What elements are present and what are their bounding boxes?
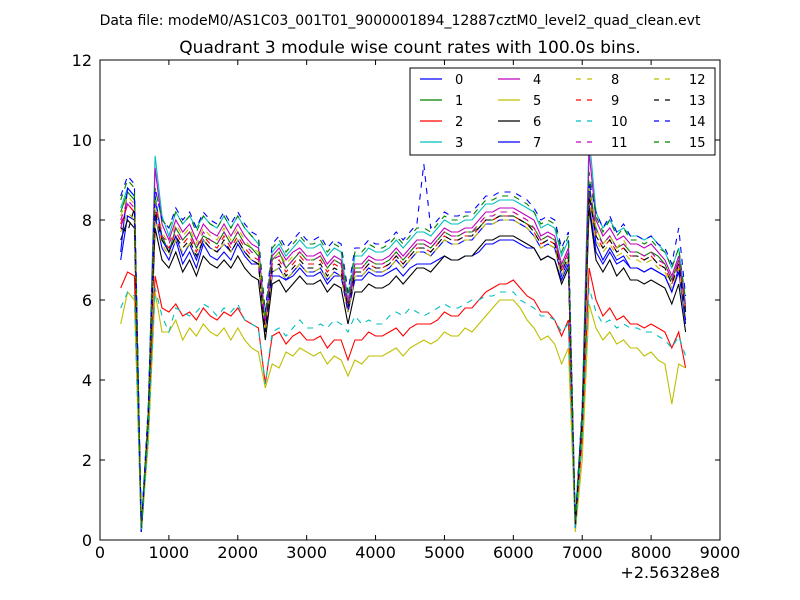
legend-label-8: 8 <box>611 73 619 88</box>
y-tick-label: 4 <box>82 371 92 390</box>
x-tick-label: 0 <box>95 543 105 562</box>
legend-label-15: 15 <box>689 136 706 151</box>
legend-label-0: 0 <box>455 73 463 88</box>
legend-label-1: 1 <box>455 94 463 109</box>
legend-label-3: 3 <box>455 136 463 151</box>
legend-label-9: 9 <box>611 94 619 109</box>
series-line-3 <box>120 135 687 529</box>
series-line-12 <box>120 199 687 529</box>
series-line-11 <box>120 191 687 529</box>
series-line-8 <box>120 187 687 529</box>
y-tick-label: 2 <box>82 451 92 470</box>
legend-label-7: 7 <box>533 136 541 151</box>
x-tick-label: 5000 <box>424 543 465 562</box>
series-line-9 <box>120 195 687 529</box>
legend-label-4: 4 <box>533 73 541 88</box>
series-line-13 <box>120 195 687 529</box>
legend-label-13: 13 <box>689 94 706 109</box>
legend-label-10: 10 <box>611 115 628 130</box>
legend-frame <box>409 67 716 156</box>
legend-label-12: 12 <box>689 73 706 88</box>
y-tick-label: 10 <box>72 131 92 150</box>
series-line-4 <box>120 151 687 529</box>
y-tick-label: 6 <box>82 291 92 310</box>
legend-label-14: 14 <box>689 115 706 130</box>
series-line-5 <box>120 290 686 533</box>
x-offset-label: +2.56328e8 <box>620 563 720 582</box>
series-line-2 <box>120 267 687 533</box>
series-line-6 <box>120 207 687 533</box>
x-tick-label: 1000 <box>149 543 190 562</box>
series-line-10 <box>120 287 687 533</box>
y-tick-label: 0 <box>82 531 92 550</box>
legend-label-2: 2 <box>455 115 463 130</box>
x-tick-label: 2000 <box>217 543 258 562</box>
series-layer <box>120 135 687 533</box>
y-tick-label: 12 <box>72 51 92 70</box>
x-tick-label: 7000 <box>562 543 603 562</box>
x-tick-label: 8000 <box>631 543 672 562</box>
x-tick-label: 6000 <box>493 543 534 562</box>
legend-label-6: 6 <box>533 115 541 130</box>
x-tick-label: 9000 <box>700 543 741 562</box>
x-tick-label: 4000 <box>355 543 396 562</box>
y-tick-label: 8 <box>82 211 92 230</box>
chart-title: Quadrant 3 module wise count rates with … <box>179 38 640 58</box>
x-tick-label: 3000 <box>286 543 327 562</box>
series-line-15 <box>120 171 687 529</box>
legend-label-5: 5 <box>533 94 541 109</box>
series-line-14 <box>120 163 687 529</box>
series-line-0 <box>120 203 687 533</box>
axes-layer: 0 1000 2000 3000 4000 5000 6000 7000 8000 9000 0 2 4… <box>72 51 741 562</box>
legend-label-11: 11 <box>611 136 628 151</box>
data-file-label: Data file: modeM0/AS1C03_001T01_90000018… <box>100 13 701 29</box>
series-line-7 <box>120 183 687 533</box>
